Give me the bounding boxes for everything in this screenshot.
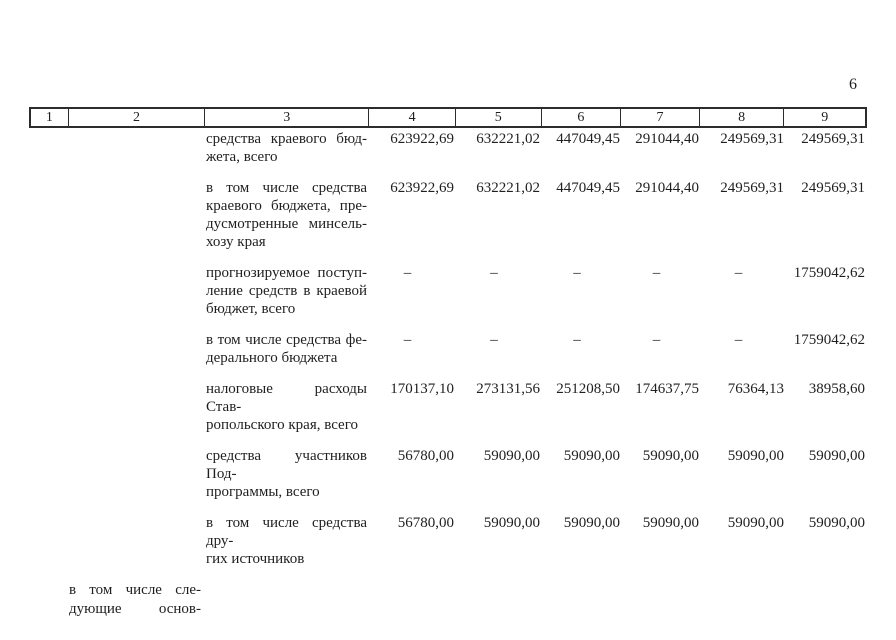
value-cell: 59090,00 (808, 448, 865, 464)
table-body: средства краевого бюд- жета, всего 62392… (29, 128, 867, 619)
row-label-line: средства краевого бюд- (206, 131, 367, 147)
value-cell: 59090,00 (642, 515, 699, 531)
row-label-line: налоговые расходы Став- (206, 381, 367, 415)
value-cell: 59090,00 (727, 515, 784, 531)
row-label: в том числе средства фе- дерального бюдж… (204, 331, 369, 367)
table-header-row: 1 2 3 4 5 6 7 8 9 (29, 107, 867, 128)
row-label-line: краевого бюджета, пре- (206, 198, 367, 214)
value-cell: – (573, 265, 581, 281)
row-label-line: ропольского края, всего (206, 417, 358, 433)
row-label-line: в том числе средства дру- (206, 515, 367, 549)
value-cell: 76364,13 (727, 381, 784, 397)
row-label-line: средства участников Под- (206, 448, 367, 482)
value-cell: 623922,69 (390, 180, 454, 196)
value-cell: 59090,00 (483, 448, 540, 464)
header-cell-4: 4 (369, 109, 456, 126)
table-row: прогнозируемое поступ- ление средств в к… (29, 264, 867, 318)
continuation-text: в том числе сле- дующие основ- (69, 581, 201, 619)
value-cell: – (734, 332, 743, 348)
header-cell-8: 8 (700, 109, 785, 126)
row-label-line: жета, всего (206, 149, 278, 165)
value-cell: 273131,56 (476, 381, 540, 397)
row-label-line: в том числе средства (206, 180, 367, 196)
row-label: налоговые расходы Став- ропольского края… (204, 380, 369, 434)
continuation-line: дующие основ- (69, 601, 201, 617)
budget-table: 1 2 3 4 5 6 7 8 9 средства краевого бюд-… (29, 107, 867, 619)
value-cell: 59090,00 (642, 448, 699, 464)
table-row: средства краевого бюд- жета, всего 62392… (29, 130, 867, 166)
value-cell: 59090,00 (727, 448, 784, 464)
value-cell: 249569,31 (801, 131, 865, 147)
value-cell: – (490, 265, 498, 281)
value-cell: – (652, 332, 661, 348)
table-row: налоговые расходы Став- ропольского края… (29, 380, 867, 434)
header-cell-2: 2 (69, 109, 206, 126)
value-cell: 1759042,62 (793, 332, 865, 348)
value-cell: – (573, 332, 581, 348)
row-label: средства краевого бюд- жета, всего (204, 130, 369, 166)
value-cell: – (403, 265, 412, 281)
row-label-line: программы, всего (206, 484, 320, 500)
row-label: в том числе средства дру- гих источников (204, 514, 369, 568)
value-cell: 56780,00 (397, 448, 454, 464)
value-cell: – (490, 332, 498, 348)
row-label: в том числе средства краевого бюджета, п… (204, 179, 369, 251)
value-cell: 447049,45 (556, 180, 620, 196)
continuation-line: в том числе сле- (69, 582, 201, 598)
value-cell: 632221,02 (476, 131, 540, 147)
header-cell-3: 3 (205, 109, 370, 126)
value-cell: 59090,00 (483, 515, 540, 531)
value-cell: – (652, 265, 661, 281)
value-cell: 38958,60 (808, 381, 865, 397)
table-row: в том числе средства фе- дерального бюдж… (29, 331, 867, 367)
value-cell: 249569,31 (801, 180, 865, 196)
row-label-line: дусмотренные минсель- (206, 216, 367, 232)
header-cell-6: 6 (542, 109, 622, 126)
value-cell: 632221,02 (476, 180, 540, 196)
header-cell-5: 5 (456, 109, 542, 126)
header-cell-9: 9 (821, 110, 829, 125)
value-cell: 174637,75 (635, 381, 699, 397)
row-label-line: ление средств в краевой (206, 283, 367, 299)
value-cell: 59090,00 (563, 515, 620, 531)
value-cell: 623922,69 (390, 131, 454, 147)
row-label-line: в том числе средства фе- (206, 332, 367, 348)
value-cell: 249569,31 (720, 180, 784, 196)
row-label: средства участников Под- программы, всег… (204, 447, 369, 501)
value-cell: – (403, 332, 412, 348)
row-label-line: дерального бюджета (206, 350, 338, 366)
value-cell: 291044,40 (635, 180, 699, 196)
value-cell: 447049,45 (556, 131, 620, 147)
value-cell: 249569,31 (720, 131, 784, 147)
value-cell: 59090,00 (563, 448, 620, 464)
value-cell: 59090,00 (808, 515, 865, 531)
table-row: средства участников Под- программы, всег… (29, 447, 867, 501)
table-row: в том числе средства краевого бюджета, п… (29, 179, 867, 251)
value-cell: 251208,50 (556, 381, 620, 397)
header-cell-7: 7 (621, 109, 700, 126)
row-label-line: хозу края (206, 234, 266, 250)
value-cell: 1759042,62 (793, 265, 865, 281)
row-label-line: гих источников (206, 551, 305, 567)
value-cell: 170137,10 (390, 381, 454, 397)
table-row: в том числе средства дру- гих источников… (29, 514, 867, 568)
page-number: 6 (849, 76, 857, 93)
value-cell: – (734, 265, 743, 281)
value-cell: 56780,00 (397, 515, 454, 531)
row-label-line: бюджет, всего (206, 301, 296, 317)
header-cell-1: 1 (31, 109, 69, 126)
row-label-line: прогнозируемое поступ- (206, 265, 367, 281)
value-cell: 291044,40 (635, 131, 699, 147)
row-label: прогнозируемое поступ- ление средств в к… (204, 264, 369, 318)
